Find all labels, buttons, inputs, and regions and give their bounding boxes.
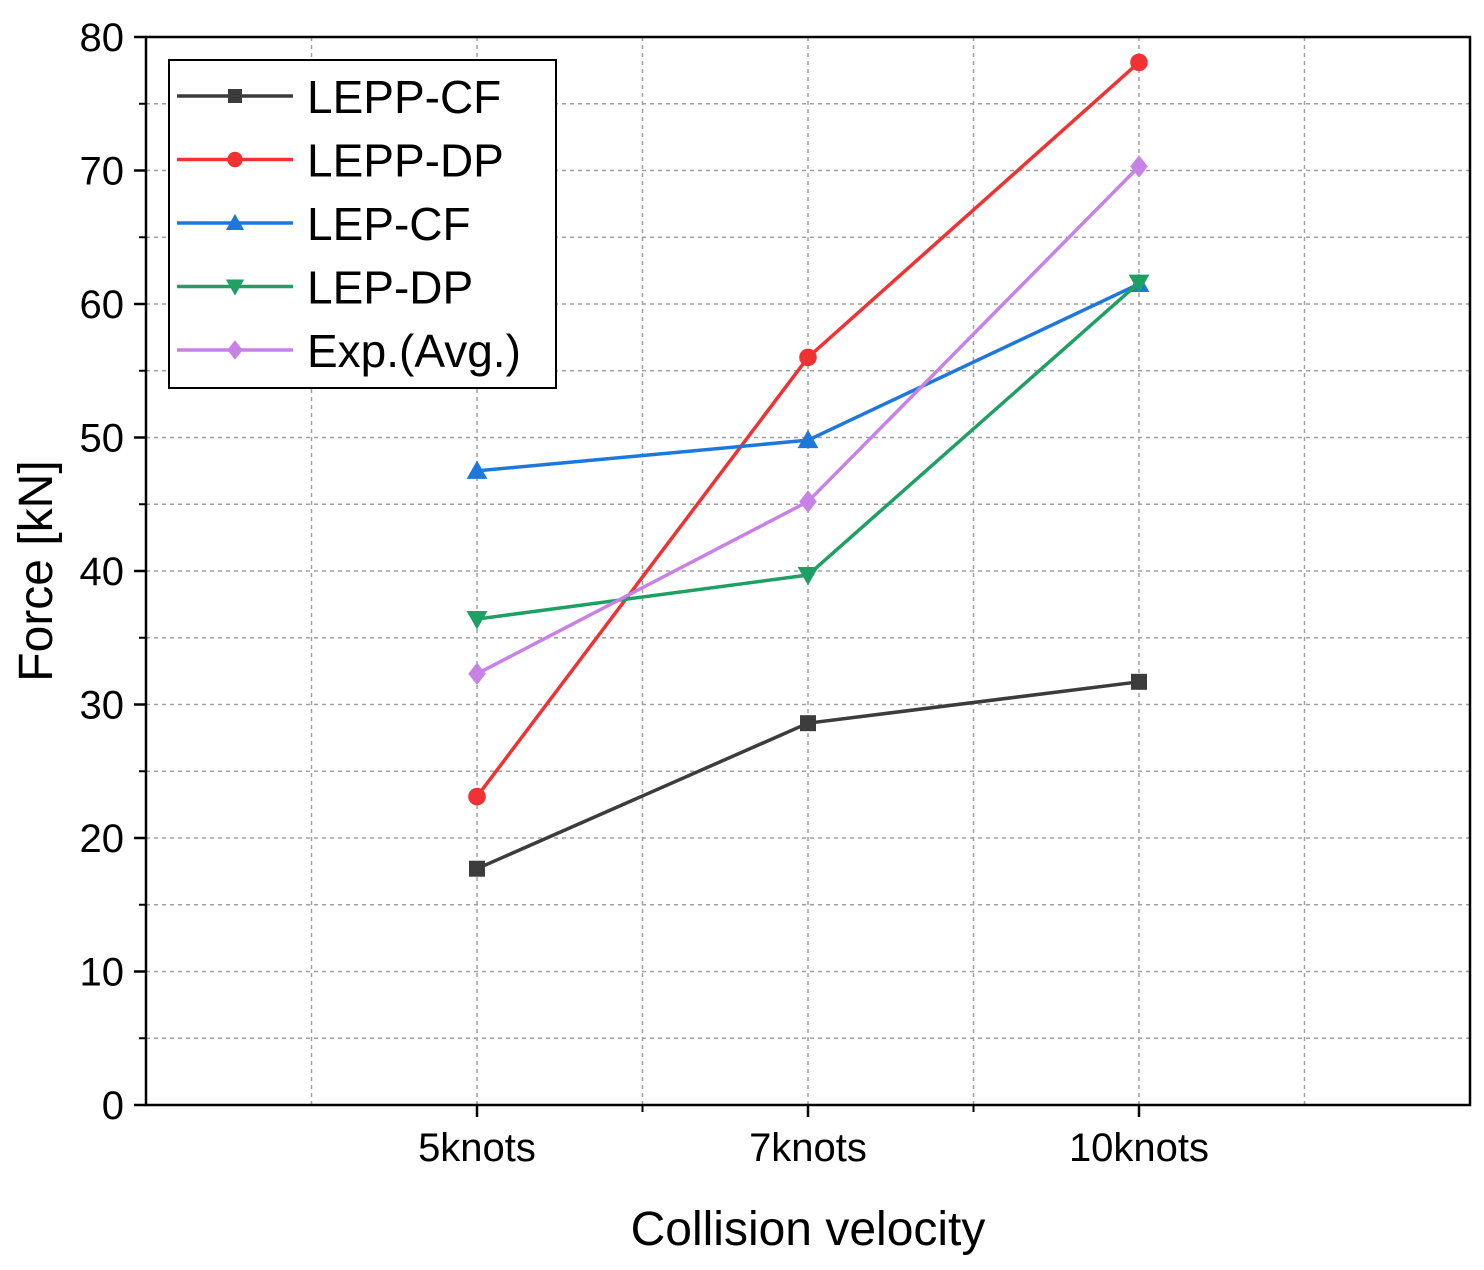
x-tick-label: 5knots (418, 1126, 536, 1170)
x-axis-title: Collision velocity (631, 1203, 986, 1256)
data-point (468, 662, 486, 685)
legend: LEPP-CF LEPP-DP LEP-CF LEP-DP Exp.(Avg.) (168, 59, 557, 389)
axes: 0 10 20 30 40 50 60 70 80 5knots 7knots 10knots (80, 16, 1472, 1170)
legend-item: LEPP-DP (177, 135, 504, 187)
legend-item: LEP-DP (177, 262, 473, 314)
legend-marker (227, 151, 243, 168)
y-tick-label: 60 (80, 283, 125, 327)
y-tick-label: 30 (80, 684, 125, 728)
series-exp-avg (468, 155, 1148, 685)
data-point (468, 787, 486, 806)
y-tick-label: 70 (80, 150, 125, 194)
legend-item: Exp.(Avg.) (177, 325, 521, 377)
legend-marker (227, 340, 243, 360)
y-tick-label: 80 (80, 16, 125, 60)
legend-marker (225, 213, 245, 230)
data-point (466, 460, 488, 479)
legend-item: LEP-CF (177, 198, 471, 250)
series-lep-dp (466, 274, 1150, 630)
legend-item: LEPP-CF (177, 71, 501, 123)
legend-label: LEP-DP (307, 262, 473, 314)
data-point (799, 490, 817, 513)
data-point (1130, 53, 1148, 72)
x-tick-label: 7knots (749, 1126, 867, 1170)
y-tick-label: 0 (102, 1084, 124, 1128)
legend-label: LEPP-DP (307, 135, 504, 187)
legend-label: LEP-CF (307, 198, 471, 250)
series-layer (466, 53, 1150, 877)
data-point (1131, 673, 1147, 690)
data-point (1130, 155, 1148, 178)
y-axis-title: Force [kN] (10, 460, 63, 681)
data-point (469, 860, 485, 877)
legend-marker (225, 279, 245, 296)
data-point (800, 715, 816, 732)
legend-label: LEPP-CF (307, 71, 501, 123)
data-point (1128, 274, 1150, 294)
legend-marker (228, 89, 242, 103)
y-tick-label: 40 (80, 550, 125, 594)
legend-label: Exp.(Avg.) (307, 325, 521, 377)
y-tick-label: 20 (80, 817, 125, 861)
data-point (799, 348, 817, 367)
series-lepp-dp (468, 53, 1148, 806)
data-point (797, 567, 819, 586)
series-lepp-cf (469, 673, 1147, 877)
y-tick-label: 50 (80, 417, 125, 461)
y-tick-label: 10 (80, 951, 125, 995)
data-point (797, 429, 819, 449)
data-point (466, 611, 488, 630)
x-tick-label: 10knots (1069, 1126, 1209, 1170)
